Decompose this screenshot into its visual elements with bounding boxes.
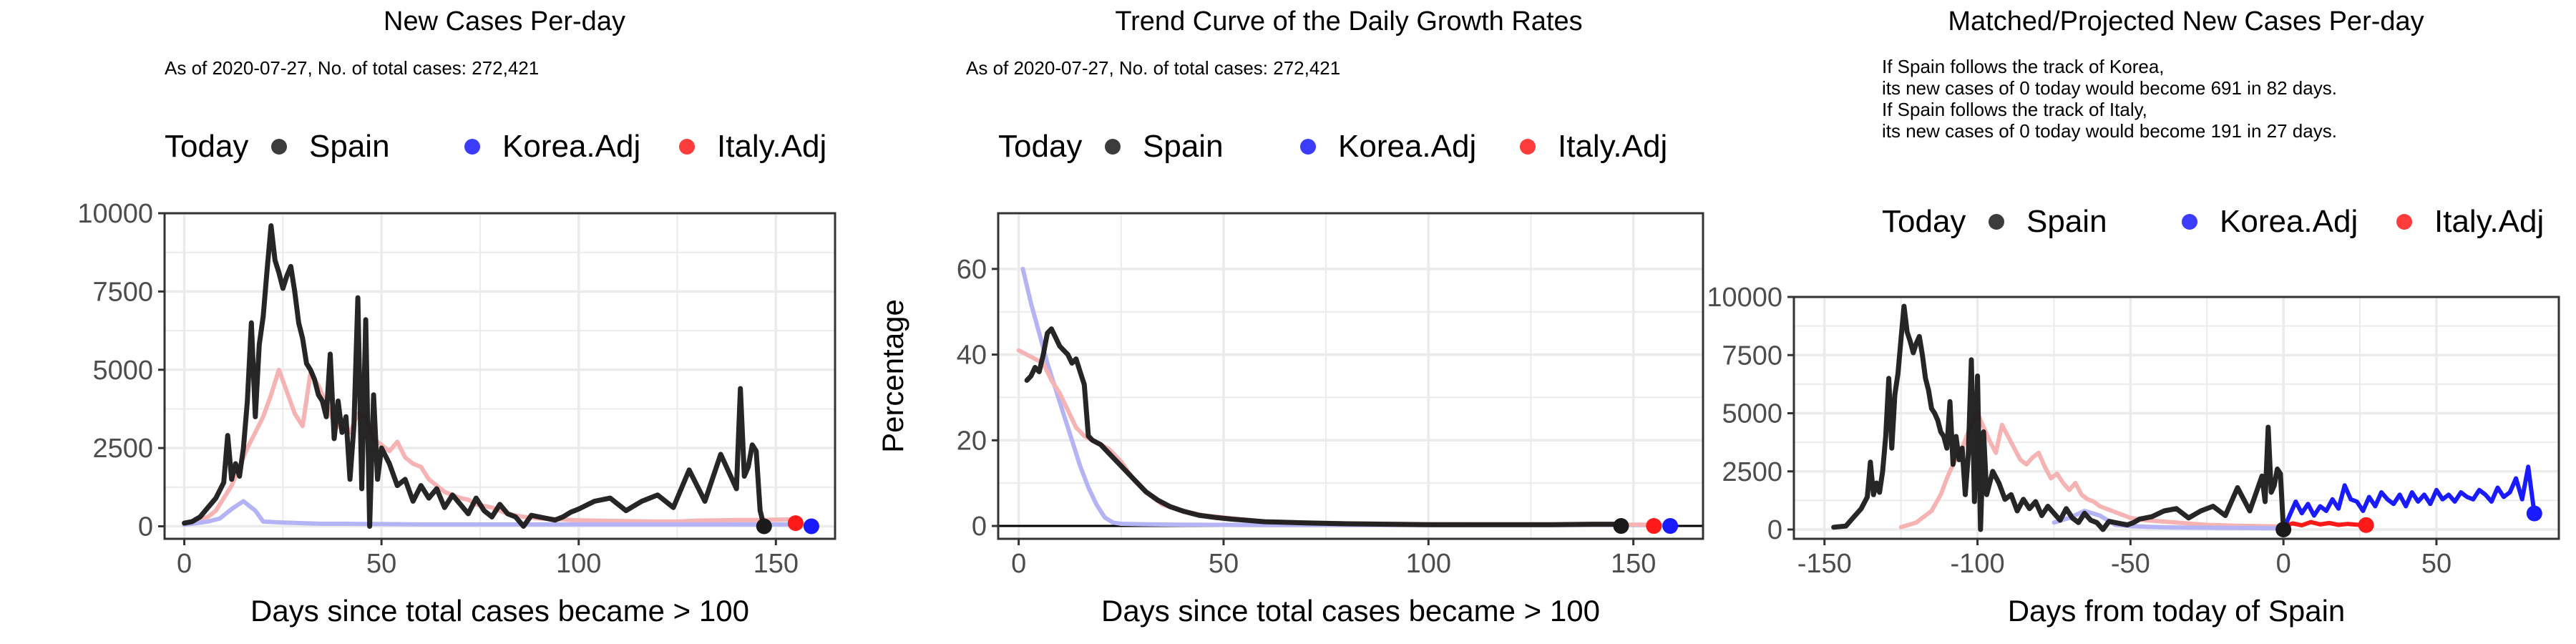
y-tick-label: 0 <box>138 512 153 542</box>
series-line <box>182 223 767 529</box>
chart-legend: Today Spain Korea.Adj Italy.Adj <box>1882 204 2544 239</box>
today-point <box>2358 517 2374 533</box>
x-tick-label: 150 <box>753 549 799 579</box>
legend-label: Italy.Adj <box>1558 129 1667 164</box>
y-tick-label: 2500 <box>1722 457 1782 487</box>
legend-key <box>2182 214 2197 230</box>
y-tick-label: 60 <box>957 255 987 285</box>
series-line <box>2281 464 2537 532</box>
chart-subtitle: As of 2020-07-27, No. of total cases: 27… <box>966 57 1340 79</box>
today-point <box>1613 518 1629 535</box>
legend-label: Spain <box>309 129 390 164</box>
x-tick-label: 50 <box>2421 549 2451 579</box>
legend-key <box>464 139 480 155</box>
chart-panel-1: New Cases Per-day As of 2020-07-27, No. o… <box>77 6 836 628</box>
today-point <box>2275 522 2292 537</box>
legend-key <box>679 139 695 155</box>
y-axis-label: Percentage <box>876 299 909 453</box>
chart-title: Trend Curve of the Daily Growth Rates <box>1115 6 1582 36</box>
legend-title: Today <box>165 129 248 164</box>
x-tick-label: 0 <box>1011 549 1026 579</box>
x-tick-label: -100 <box>1951 549 2005 579</box>
series-line <box>2051 509 2286 531</box>
legend-label: Italy.Adj <box>2434 204 2544 239</box>
legend-label: Korea.Adj <box>502 129 640 164</box>
y-tick-label: 5000 <box>92 356 153 386</box>
today-point <box>756 518 772 535</box>
x-axis-label: Days since total cases became > 100 <box>1101 594 1600 628</box>
today-point <box>787 515 804 532</box>
chart-legend: Today Spain Korea.Adj Italy.Adj <box>165 129 826 164</box>
plot-border <box>1792 296 2560 540</box>
series-line <box>182 499 810 527</box>
legend-title: Today <box>998 129 1082 164</box>
chart-legend: Today Spain Korea.Adj Italy.Adj <box>998 129 1667 164</box>
x-tick-label: 150 <box>1611 549 1656 579</box>
chart-subtitle: As of 2020-07-27, No. of total cases: 27… <box>165 57 539 79</box>
legend-key <box>1300 139 1316 155</box>
legend-key <box>2396 214 2412 230</box>
y-tick-label: 2500 <box>92 434 153 464</box>
x-tick-label: -150 <box>1797 549 1852 579</box>
x-tick-label: 0 <box>177 549 192 579</box>
x-tick-label: 100 <box>556 549 601 579</box>
series-line <box>2281 519 2368 529</box>
legend-key <box>271 139 287 155</box>
today-point <box>1662 518 1679 535</box>
y-tick-label: 0 <box>972 512 987 542</box>
legend-label: Korea.Adj <box>2220 204 2358 239</box>
legend-label: Italy.Adj <box>717 129 826 164</box>
chart-series-group <box>998 266 1703 535</box>
y-tick-label: 7500 <box>92 277 153 307</box>
legend-key <box>1520 139 1536 155</box>
chart-annotation: its new cases of 0 today would become 19… <box>1882 120 2337 142</box>
x-tick-label: -50 <box>2111 549 2150 579</box>
chart-annotation: If Spain follows the track of Italy, <box>1882 99 2147 120</box>
y-tick-label: 5000 <box>1722 399 1782 429</box>
x-tick-label: 50 <box>366 549 396 579</box>
legend-label: Spain <box>1143 129 1224 164</box>
chart-panel-2: Trend Curve of the Daily Growth Rates As … <box>876 6 1704 628</box>
plot-border <box>997 212 1704 540</box>
y-tick-label: 0 <box>1767 515 1782 545</box>
series-line <box>1831 303 2286 532</box>
legend-key <box>1989 214 2004 230</box>
x-tick-label: 0 <box>2276 549 2291 579</box>
chart-title: Matched/Projected New Cases Per-day <box>1948 6 2424 36</box>
chart-series-group <box>182 223 819 535</box>
x-axis-label: Days since total cases became > 100 <box>250 594 749 628</box>
chart-annotation: If Spain follows the track of Korea, <box>1882 56 2165 77</box>
today-point <box>1646 518 1662 535</box>
y-tick-label: 20 <box>957 426 987 456</box>
legend-label: Korea.Adj <box>1338 129 1476 164</box>
plot-area <box>998 213 1703 539</box>
legend-key <box>1105 139 1121 155</box>
x-axis-label: Days from today of Spain <box>2008 594 2346 628</box>
y-tick-label: 10000 <box>1707 283 1782 313</box>
chart-annotation: its new cases of 0 today would become 69… <box>1882 77 2337 99</box>
legend-label: Spain <box>2026 204 2107 239</box>
today-point <box>2526 505 2542 522</box>
y-tick-label: 10000 <box>77 199 153 229</box>
series-line <box>1024 326 1624 527</box>
chart-title: New Cases Per-day <box>384 6 625 36</box>
plot-border <box>163 212 836 540</box>
x-tick-label: 50 <box>1209 549 1239 579</box>
y-tick-label: 40 <box>957 341 987 371</box>
chart-series-group <box>1831 303 2542 537</box>
chart-panel-3: Matched/Projected New Cases Per-day If Sp… <box>1707 6 2560 628</box>
y-tick-label: 7500 <box>1722 341 1782 371</box>
legend-title: Today <box>1882 204 1966 239</box>
x-tick-label: 100 <box>1406 549 1451 579</box>
series-line <box>182 367 798 527</box>
today-point <box>803 518 819 535</box>
